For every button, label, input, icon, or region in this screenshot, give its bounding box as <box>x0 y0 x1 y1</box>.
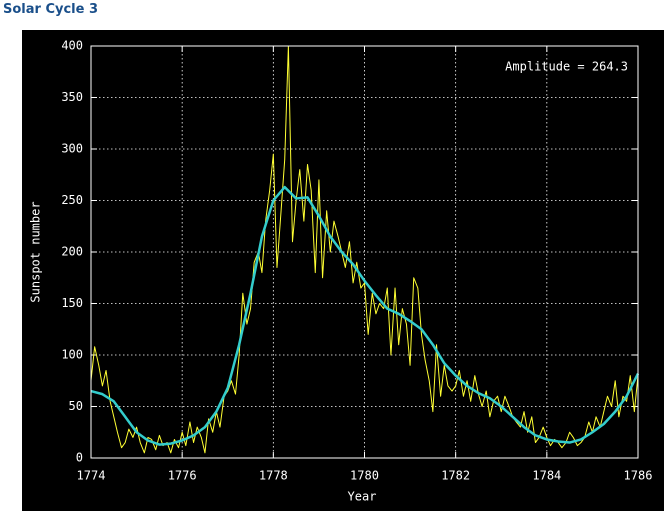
y-tick-label: 400 <box>61 39 83 53</box>
x-tick-label: 1786 <box>624 469 653 483</box>
y-tick-label: 100 <box>61 348 83 362</box>
x-tick-label: 1774 <box>77 469 106 483</box>
y-tick-label: 0 <box>76 451 83 465</box>
y-tick-label: 50 <box>69 399 83 413</box>
y-tick-label: 200 <box>61 245 83 259</box>
y-axis-label: Sunspot number <box>29 201 43 302</box>
x-tick-label: 1776 <box>168 469 197 483</box>
y-tick-label: 300 <box>61 142 83 156</box>
plot-border <box>90 45 639 459</box>
y-tick-label: 150 <box>61 296 83 310</box>
y-tick-label: 250 <box>61 193 83 207</box>
x-tick-label: 1784 <box>532 469 561 483</box>
y-tick-label: 350 <box>61 90 83 104</box>
x-axis-label: Year <box>348 490 377 504</box>
series-line <box>90 45 639 454</box>
heading: Solar Cycle 3 <box>3 2 99 17</box>
series-line <box>90 185 640 446</box>
x-tick-label: 1780 <box>350 469 379 483</box>
annotation: Amplitude = 264.3 <box>505 60 628 74</box>
chart-background <box>22 30 664 511</box>
x-tick-label: 1782 <box>441 469 470 483</box>
x-tick-label: 1778 <box>259 469 288 483</box>
